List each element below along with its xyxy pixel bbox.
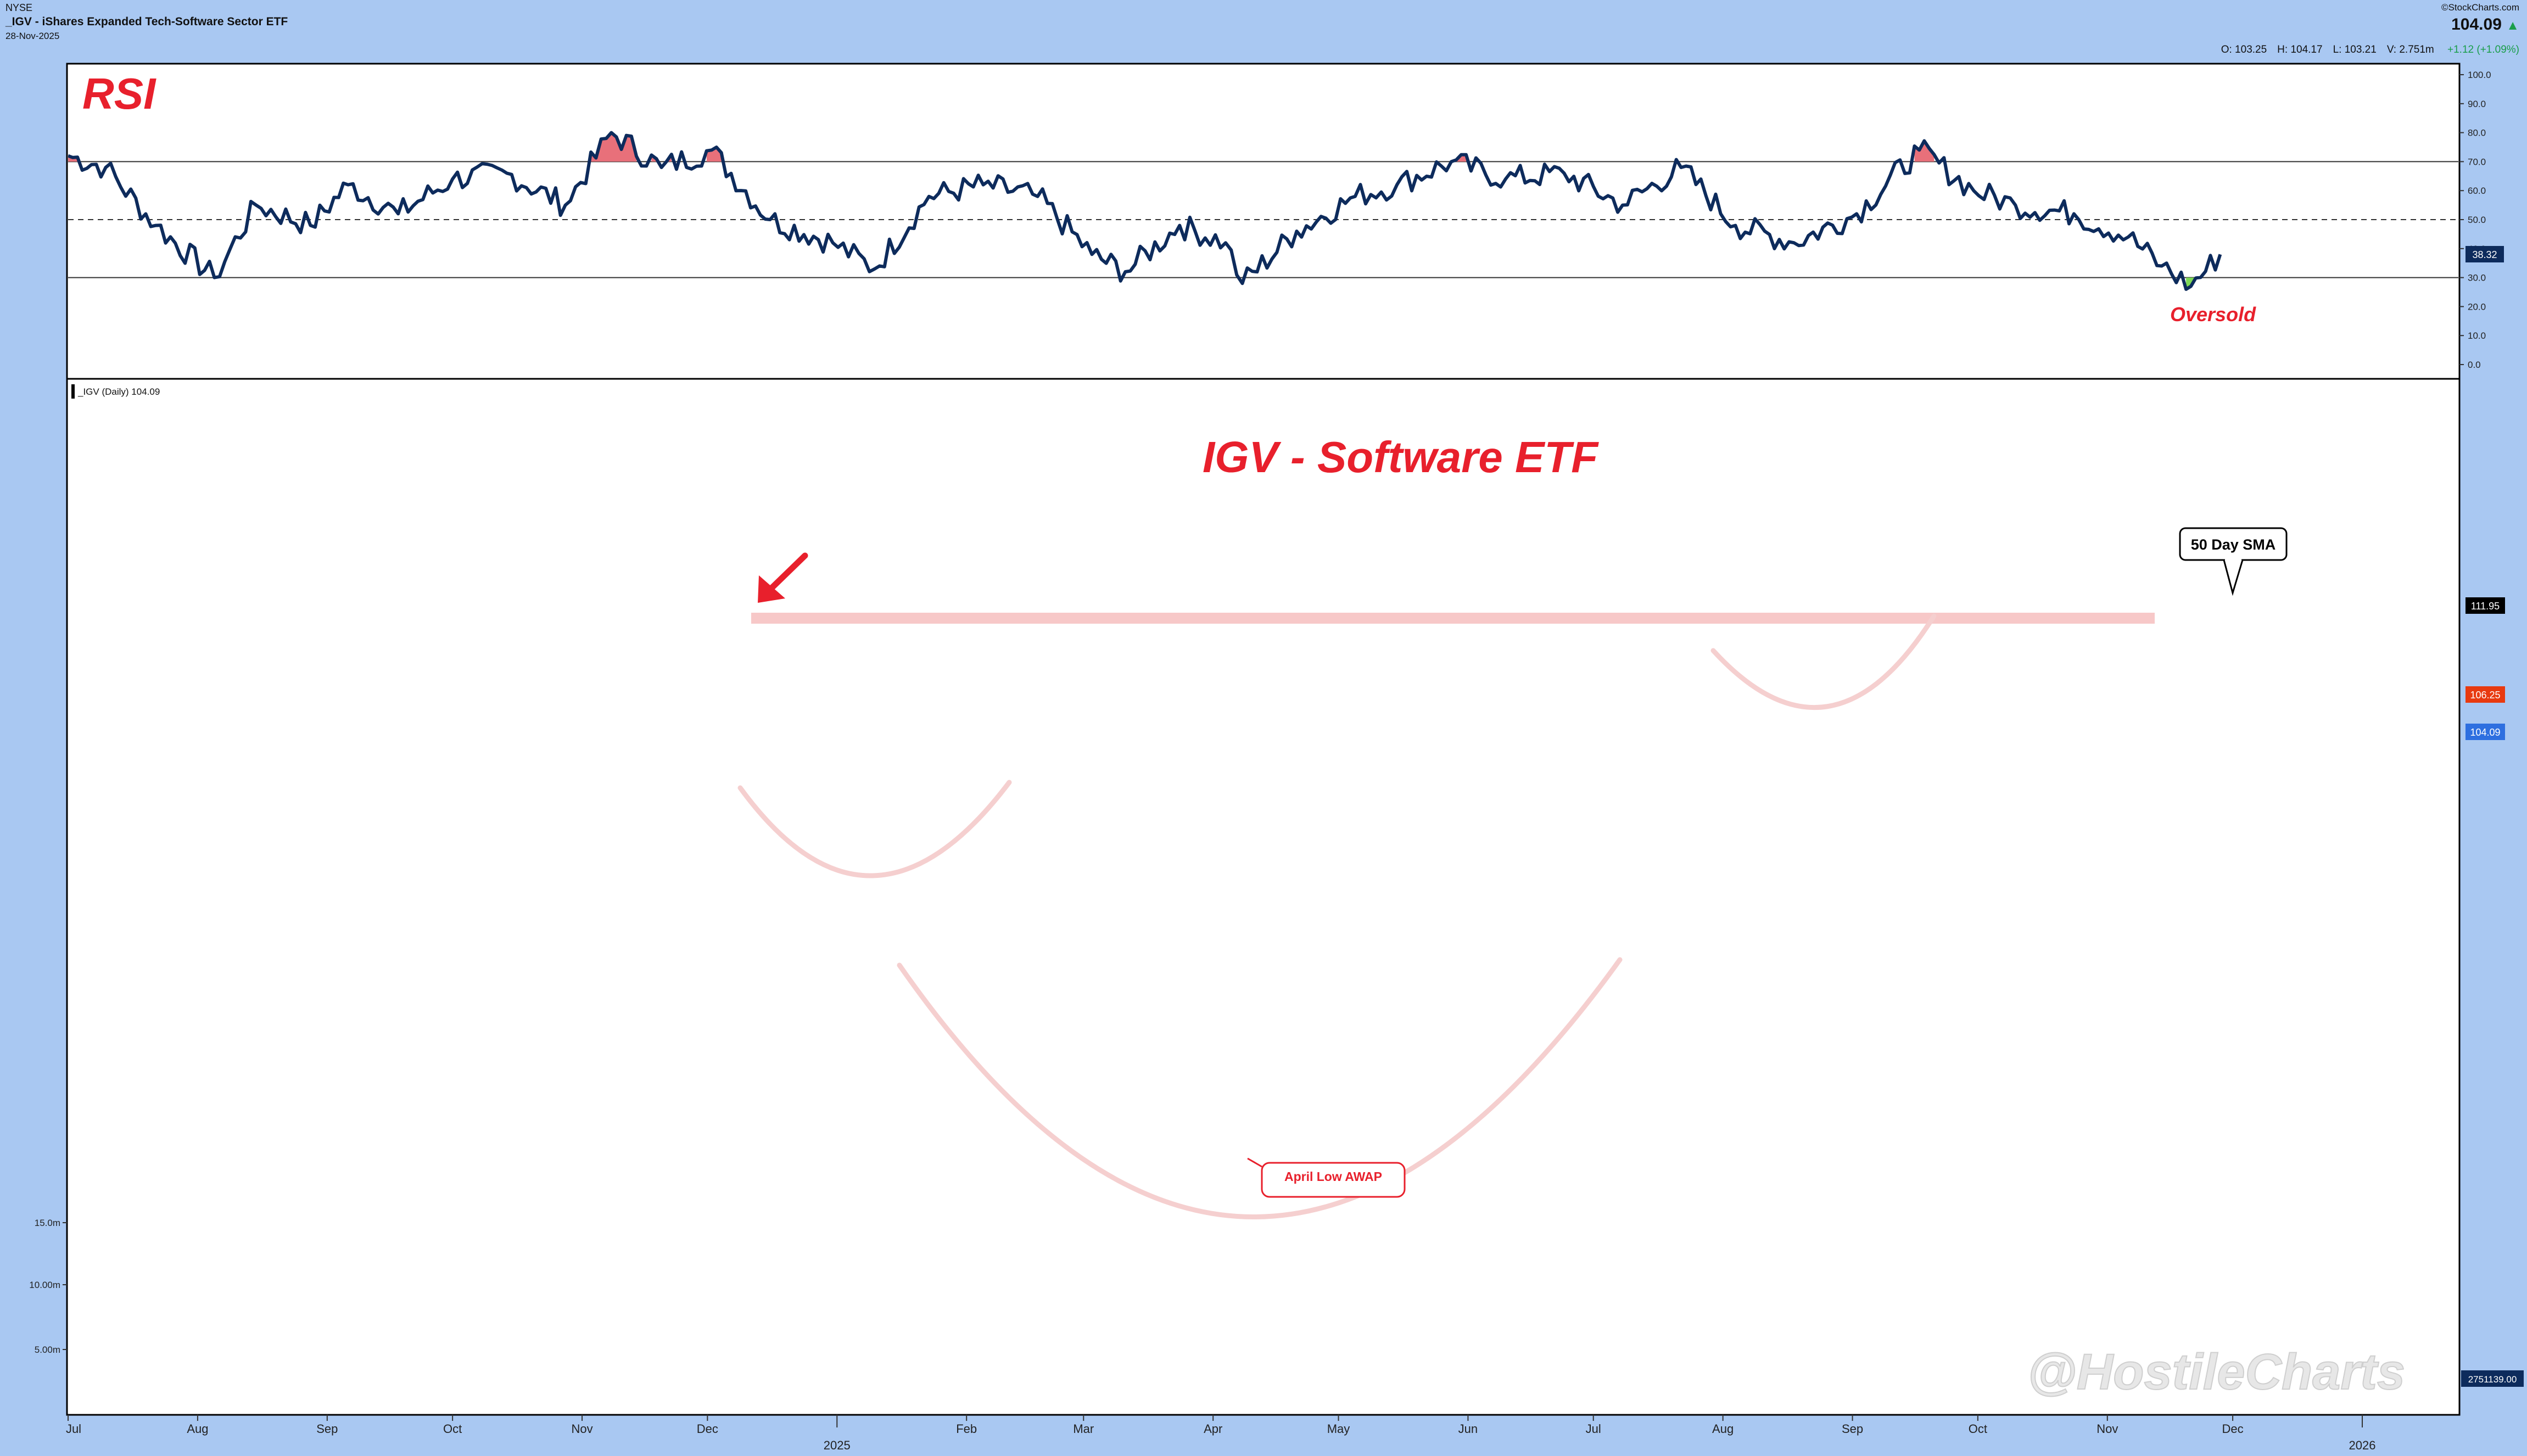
date-tick-label: Aug bbox=[1712, 1422, 1734, 1436]
cup-handle-arcs bbox=[737, 613, 1937, 1219]
date-tick-label: Oct bbox=[443, 1422, 462, 1436]
ohlcv-item: V: 2.751m bbox=[2386, 44, 2445, 55]
volume-tick-label: 10.00m bbox=[29, 1280, 60, 1290]
rsi-tick-label: 20.0 bbox=[2468, 301, 2486, 312]
date-tick-label: Jul bbox=[1586, 1422, 1601, 1436]
ohlcv-values: O: 103.25 H: 104.17 L: 103.21 V: 2.751m bbox=[2221, 44, 2445, 55]
svg-text:April Low AWAP: April Low AWAP bbox=[1284, 1169, 1382, 1184]
rsi-axis: 100.090.080.070.060.050.040.030.020.010.… bbox=[2459, 70, 2491, 370]
date-tick-label: Jun bbox=[1458, 1422, 1478, 1436]
svg-text:2751139.00: 2751139.00 bbox=[2468, 1374, 2517, 1385]
date-tick-label: Dec bbox=[2222, 1422, 2244, 1436]
date-tick-label: Sep bbox=[316, 1422, 338, 1436]
rsi-tick-label: 80.0 bbox=[2468, 128, 2486, 138]
date-tick-label: May bbox=[1327, 1422, 1350, 1436]
ohlcv-row: O: 103.25 H: 104.17 L: 103.21 V: 2.751m … bbox=[2221, 44, 2519, 56]
up-arrow-icon: ▲ bbox=[2506, 18, 2519, 33]
rsi-tick-label: 70.0 bbox=[2468, 156, 2486, 167]
price-panel bbox=[66, 378, 2461, 1416]
date-tick-label: Oct bbox=[1969, 1422, 1987, 1436]
rsi-gridlines bbox=[68, 161, 2458, 278]
rsi-tick-label: 0.0 bbox=[2468, 360, 2481, 370]
exchange-label: NYSE bbox=[5, 2, 33, 13]
rsi-tick-label: 90.0 bbox=[2468, 99, 2486, 109]
svg-text:38.32: 38.32 bbox=[2472, 249, 2497, 260]
volume-tick-label: 5.00m bbox=[35, 1345, 60, 1355]
rsi-tick-label: 30.0 bbox=[2468, 273, 2486, 283]
date-tick-label: Nov bbox=[2096, 1422, 2118, 1436]
watermark: @HostileCharts bbox=[2027, 1344, 2405, 1400]
date-tick-label: Aug bbox=[187, 1422, 208, 1436]
arrow-annotation-icon bbox=[758, 552, 808, 603]
date-tick-label: Apr bbox=[1204, 1422, 1222, 1436]
svg-text:50 Day SMA: 50 Day SMA bbox=[2191, 536, 2276, 553]
ohlcv-item: O: 103.25 bbox=[2221, 44, 2278, 55]
rsi-value-tag: 38.32 bbox=[2465, 246, 2504, 262]
date-tick-label: Jul bbox=[66, 1422, 81, 1436]
chart-title-header: _IGV - iShares Expanded Tech-Software Se… bbox=[5, 15, 288, 28]
rsi-tick-label: 100.0 bbox=[2468, 70, 2491, 80]
date-tick-label: 2026 bbox=[2349, 1438, 2376, 1452]
svg-text:111.95: 111.95 bbox=[2471, 601, 2500, 612]
rsi-panel bbox=[66, 63, 2461, 380]
rsi-title: RSI bbox=[82, 69, 156, 118]
sma-callout: 50 Day SMA bbox=[2179, 527, 2288, 596]
brand-label: ©StockCharts.com bbox=[2441, 2, 2519, 13]
rsi-tick-label: 50.0 bbox=[2468, 215, 2486, 225]
date-tick-label: Sep bbox=[1842, 1422, 1863, 1436]
price-tag: 104.09 bbox=[2465, 724, 2505, 740]
date-tick-label: Mar bbox=[1073, 1422, 1094, 1436]
date-axis: Jul Aug Sep Oct Nov Dec 2025 Feb Mar Apr May Jun Jul… bbox=[66, 1415, 2376, 1452]
sma50-tag: 111.95 bbox=[2465, 597, 2505, 614]
volume-tag: 2751139.00 bbox=[2461, 1370, 2524, 1387]
rsi-line bbox=[68, 131, 2222, 291]
svg-text:106.25: 106.25 bbox=[2470, 690, 2500, 701]
price-legend: _IGV (Daily) 104.09 bbox=[77, 387, 160, 397]
chart-title: IGV - Software ETF bbox=[1203, 433, 1599, 481]
resistance-band bbox=[751, 613, 2155, 624]
volume-axis: 15.0m 10.00m 5.00m bbox=[29, 1218, 67, 1355]
rsi-zone-fill bbox=[1914, 141, 1935, 162]
sma200-tag: 106.25 bbox=[2465, 686, 2505, 703]
rsi-tick-label: 10.0 bbox=[2468, 331, 2486, 341]
date-tick-label: Dec bbox=[697, 1422, 718, 1436]
last-price-block: 104.09 ▲ bbox=[2451, 15, 2519, 34]
price-change: +1.12 (+1.09%) bbox=[2447, 44, 2519, 55]
date-tick-label: Nov bbox=[571, 1422, 592, 1436]
rsi-tick-label: 60.0 bbox=[2468, 186, 2486, 196]
date-tick-label: 2025 bbox=[824, 1438, 851, 1452]
volume-tick-label: 15.0m bbox=[35, 1218, 60, 1228]
rsi-zone-fill bbox=[1456, 154, 1466, 162]
ohlcv-item: H: 104.17 bbox=[2277, 44, 2333, 55]
oversold-label: Oversold bbox=[2170, 303, 2256, 326]
date-tick-label: Feb bbox=[956, 1422, 977, 1436]
svg-text:104.09: 104.09 bbox=[2470, 727, 2500, 738]
april-low-callout: April Low AWAP bbox=[1247, 1157, 1406, 1198]
legend-swatch bbox=[71, 384, 75, 399]
chart-date: 28-Nov-2025 bbox=[5, 31, 60, 41]
ohlcv-item: L: 103.21 bbox=[2333, 44, 2387, 55]
last-price: 104.09 bbox=[2451, 15, 2502, 33]
